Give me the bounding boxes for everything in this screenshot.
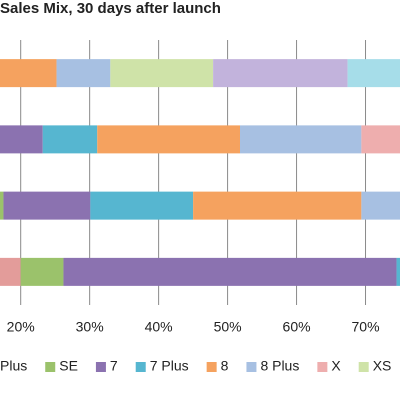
legend-swatch [95, 362, 106, 372]
chart-title: Sales Mix, 30 days after launch [0, 0, 221, 17]
legend-swatch [317, 362, 328, 372]
bar-segment [20, 257, 64, 286]
legend-label: Plus [0, 358, 27, 374]
legend-swatch [45, 362, 56, 372]
bar-segment [347, 59, 400, 88]
bar-segment [361, 191, 400, 220]
bar-segment [97, 125, 240, 154]
bar-segment [240, 125, 362, 154]
bar-segment [42, 125, 98, 154]
bar-segment [0, 191, 4, 220]
bar-segment [0, 125, 43, 154]
x-tick-label: 50% [214, 319, 242, 335]
bar-segment [396, 257, 400, 286]
bar-segment [0, 257, 21, 286]
legend-label: X [331, 358, 341, 374]
x-tick-label: 20% [7, 319, 35, 335]
x-tick-label: 30% [76, 319, 104, 335]
bar-segment [110, 59, 214, 88]
legend-label: 7 [110, 358, 118, 374]
legend-swatch [246, 362, 257, 372]
legend-label: 8 Plus [260, 358, 299, 374]
legend-label: SE [59, 358, 78, 374]
legend-label: 8 [221, 358, 229, 374]
bar-segment [63, 257, 397, 286]
bar-segment [361, 125, 400, 154]
bar-segment [3, 191, 91, 220]
bar-segment [90, 191, 194, 220]
x-tick-label: 40% [145, 319, 173, 335]
legend-label: 7 Plus [150, 358, 189, 374]
bar-segment [213, 59, 348, 88]
legend-swatch [135, 362, 146, 372]
x-tick-label: 70% [352, 319, 380, 335]
bar-segment [193, 191, 362, 220]
legend-swatch [358, 362, 369, 372]
x-tick-label: 60% [283, 319, 311, 335]
legend-label: XS [373, 358, 392, 374]
bars [0, 59, 400, 286]
bar-segment [0, 59, 57, 88]
bar-segment [56, 59, 111, 88]
legend-swatch [206, 362, 217, 372]
